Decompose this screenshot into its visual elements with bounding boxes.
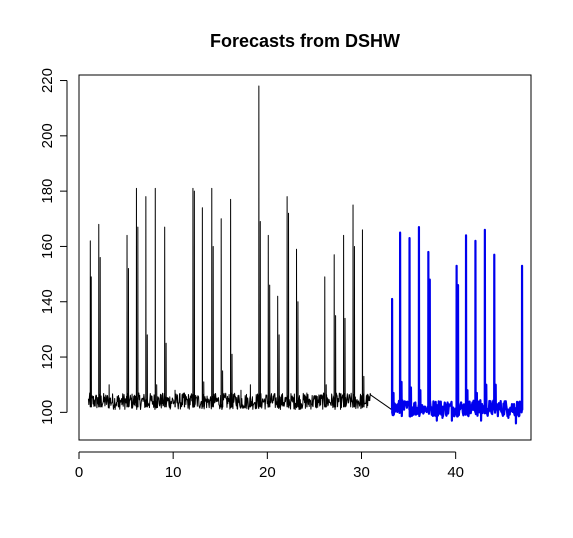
forecast-series-line	[390, 225, 524, 425]
observed-series-line	[87, 85, 392, 411]
y-tick-label: 140	[39, 289, 56, 314]
x-tick-label: 30	[353, 464, 370, 481]
y-tick-label: 160	[39, 234, 56, 259]
y-tick-label: 200	[39, 123, 56, 148]
y-tick-label: 180	[39, 179, 56, 204]
chart-title: Forecasts from DSHW	[210, 31, 400, 51]
series-layer	[87, 85, 524, 425]
x-tick-label: 40	[447, 464, 464, 481]
plot-box	[78, 74, 532, 441]
y-tick-label: 220	[39, 68, 56, 93]
x-tick-label: 10	[165, 464, 182, 481]
y-tick-label: 100	[39, 400, 56, 425]
x-axis: 0 10 20 30 40	[75, 451, 464, 481]
x-tick-label: 20	[259, 464, 276, 481]
y-tick-label: 120	[39, 345, 56, 370]
x-tick-label: 0	[75, 464, 83, 481]
y-axis: 100 120 140 160 180 200 220	[39, 68, 68, 425]
